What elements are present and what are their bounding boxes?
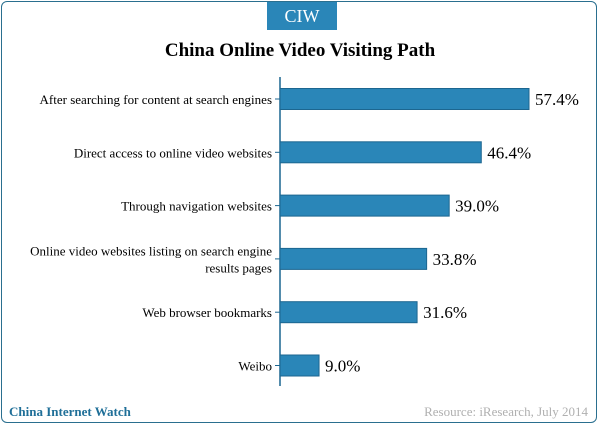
category-label: Online video websites listing on search … [30,243,272,275]
value-label: 9.0% [325,357,360,376]
ciw-badge: CIW [267,2,337,30]
value-label: 46.4% [487,143,531,162]
bar [279,247,428,270]
value-label: 31.6% [423,303,467,322]
source-footer: Resource: iResearch, July 2014 [424,404,588,419]
category-label: Web browser bookmarks [142,305,272,320]
bar [279,194,450,217]
bar [279,88,530,110]
bar [279,354,320,377]
value-label: 57.4% [535,90,579,109]
category-label: After searching for content at search en… [40,92,272,107]
value-label: 39.0% [455,197,499,216]
category-label: Through navigation websites [121,199,272,214]
bar [279,301,418,324]
category-label: Direct access to online video websites [74,145,272,160]
value-label: 33.8% [433,250,477,269]
category-label: Weibo [238,359,272,374]
bar [279,141,482,164]
brand-footer: China Internet Watch [9,404,131,419]
chart-title: China Online Video Visiting Path [164,40,436,61]
